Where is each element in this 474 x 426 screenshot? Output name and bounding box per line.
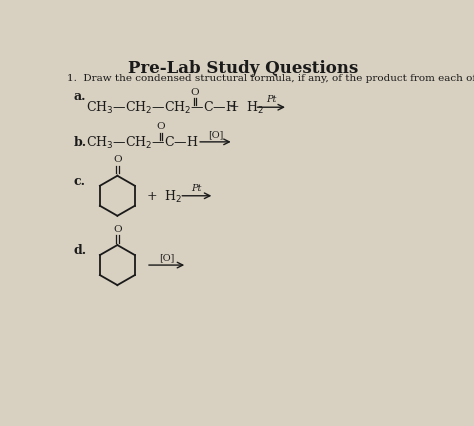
- Text: 1.  Draw the condensed structural formula, if any, of the product from each of t: 1. Draw the condensed structural formula…: [67, 74, 474, 83]
- Text: d.: d.: [73, 244, 86, 256]
- Text: CH$_3$—CH$_2$—C—H: CH$_3$—CH$_2$—C—H: [86, 135, 199, 150]
- Text: +  H$_2$: + H$_2$: [146, 188, 182, 204]
- Text: Pre-Lab Study Questions: Pre-Lab Study Questions: [128, 60, 358, 77]
- Text: O: O: [156, 122, 165, 131]
- Text: [O]: [O]: [208, 130, 223, 139]
- Text: a.: a.: [73, 90, 86, 103]
- Text: O: O: [113, 155, 122, 164]
- Text: O: O: [191, 87, 199, 96]
- Text: c.: c.: [73, 175, 85, 187]
- Text: O: O: [113, 224, 122, 233]
- Text: b.: b.: [73, 136, 86, 149]
- Text: CH$_3$—CH$_2$—CH$_2$—C—H: CH$_3$—CH$_2$—CH$_2$—C—H: [86, 100, 238, 116]
- Text: +  H$_2$: + H$_2$: [228, 100, 264, 116]
- Text: [O]: [O]: [159, 253, 174, 262]
- Text: Pt: Pt: [191, 184, 202, 193]
- Text: Pt: Pt: [266, 95, 276, 104]
